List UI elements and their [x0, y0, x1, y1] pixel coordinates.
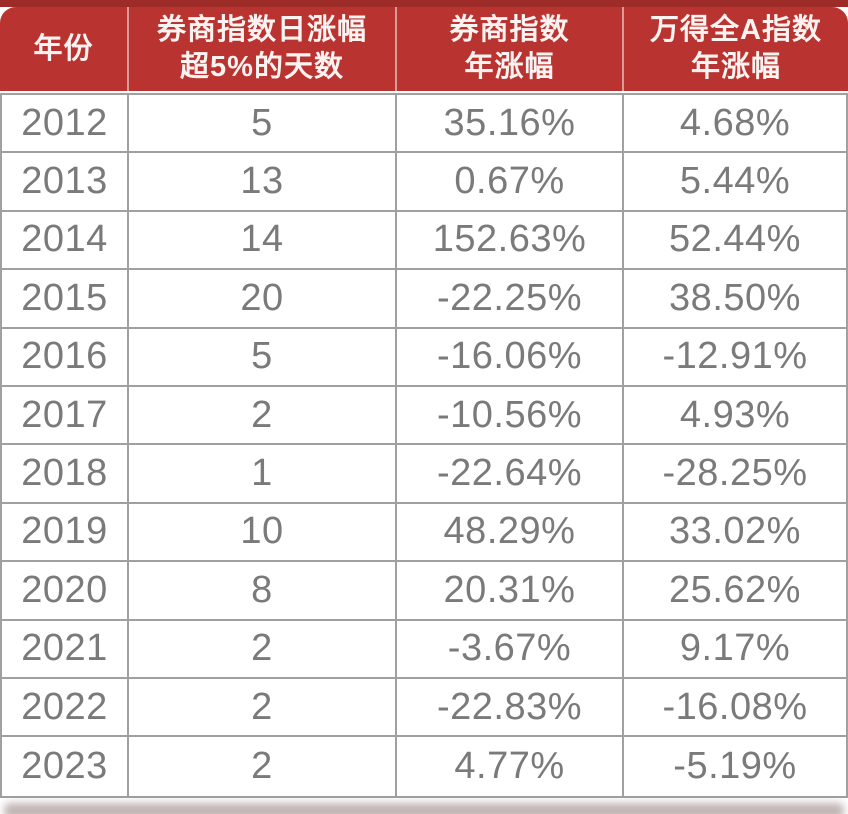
days-over-5pct-cell: 5	[129, 328, 397, 385]
header-cell-days-line2: 超5%的天数	[180, 51, 344, 83]
wind-annual-change-cell: 25.62%	[669, 568, 801, 611]
broker-annual-change-cell: -3.67%	[397, 620, 624, 677]
days-over-5pct-cell: 10	[129, 503, 397, 561]
broker-annual-change-cell: -10.56%	[397, 386, 624, 444]
broker-annual-change-cell: 20.31%	[397, 562, 624, 619]
table-row: 2017 2 -10.56% 4.93%	[2, 386, 846, 446]
table-body: 2012 5 35.16% 4.68% 2013 13 0.67% 5.44% 2014 14 15…	[0, 93, 848, 798]
header-cell-broker-line1: 券商指数	[449, 14, 570, 46]
header-cell-year-label: 年份	[33, 32, 94, 65]
days-over-5pct-cell: 2	[129, 620, 397, 677]
days-over-5pct-cell: 2	[129, 386, 397, 444]
days-over-5pct-cell: 20	[129, 270, 397, 327]
broker-annual-change-cell: -22.83%	[397, 678, 624, 736]
header-cell-broker-index-annual: 券商指数 年涨幅	[397, 7, 624, 91]
header-cell-broker-line2: 年涨幅	[464, 51, 555, 83]
days-over-5pct-cell: 2	[129, 737, 397, 796]
year-cell: 2012	[2, 95, 129, 152]
wind-annual-change-cell: -12.91%	[662, 335, 808, 378]
table-row: 2022 2 -22.83% -16.08%	[2, 678, 846, 738]
broker-annual-change-cell: -22.64%	[397, 445, 624, 502]
broker-annual-change-cell: 152.63%	[397, 211, 624, 269]
table-row: 2018 1 -22.64% -28.25%	[2, 445, 846, 504]
broker-annual-change-cell: -22.25%	[397, 270, 624, 327]
broker-annual-change-cell: 35.16%	[397, 95, 624, 152]
wind-annual-change-cell: 5.44%	[679, 160, 791, 203]
year-cell: 2015	[2, 270, 129, 327]
year-cell: 2022	[2, 678, 129, 736]
days-over-5pct-cell: 1	[129, 445, 397, 502]
data-table: 年份 券商指数日涨幅 超5%的天数 券商指数 年涨幅 万得全A指数 年涨幅 20…	[0, 7, 848, 798]
days-over-5pct-cell: 5	[129, 95, 397, 152]
header-cell-days-line1: 券商指数日涨幅	[156, 14, 367, 46]
header-cell-year: 年份	[0, 7, 129, 91]
header-cell-days-over-5pct: 券商指数日涨幅 超5%的天数	[129, 7, 397, 91]
wind-annual-change-cell: 4.93%	[679, 393, 791, 436]
table-header-row: 年份 券商指数日涨幅 超5%的天数 券商指数 年涨幅 万得全A指数 年涨幅	[0, 7, 848, 91]
days-over-5pct-cell: 14	[129, 211, 397, 269]
table-row: 2023 2 4.77% -5.19%	[2, 737, 846, 796]
broker-annual-change-cell: -16.06%	[397, 328, 624, 385]
header-cell-wind-line2: 年涨幅	[690, 51, 781, 83]
table-row: 2021 2 -3.67% 9.17%	[2, 620, 846, 679]
days-over-5pct-cell: 2	[129, 678, 397, 736]
wind-annual-change-cell: 38.50%	[669, 276, 801, 319]
top-banner-edge	[0, 0, 848, 7]
table-row: 2020 8 20.31% 25.62%	[2, 562, 846, 621]
broker-annual-change-cell: 0.67%	[397, 153, 624, 210]
wind-annual-change-cell: -5.19%	[673, 744, 797, 787]
wind-annual-change-cell: 33.02%	[669, 510, 801, 553]
wind-annual-change-cell: 9.17%	[679, 627, 791, 670]
year-cell: 2019	[2, 503, 129, 561]
year-cell: 2017	[2, 386, 129, 444]
wind-annual-change-cell: 4.68%	[679, 101, 791, 144]
wind-annual-change-cell: -28.25%	[662, 452, 808, 495]
broker-annual-change-cell: 4.77%	[397, 737, 624, 796]
year-cell: 2020	[2, 562, 129, 619]
table-row: 2019 10 48.29% 33.02%	[2, 503, 846, 563]
year-cell: 2013	[2, 153, 129, 210]
wind-annual-change-cell: -16.08%	[662, 685, 808, 728]
header-cell-wind-line1: 万得全A指数	[650, 14, 822, 46]
days-over-5pct-cell: 13	[129, 153, 397, 210]
table-row: 2014 14 152.63% 52.44%	[2, 211, 846, 271]
table-row: 2016 5 -16.06% -12.91%	[2, 328, 846, 387]
broker-annual-change-cell: 48.29%	[397, 503, 624, 561]
year-cell: 2021	[2, 620, 129, 677]
bottom-banner-edge	[4, 803, 844, 814]
header-cell-wind-all-a-annual: 万得全A指数 年涨幅	[624, 7, 848, 91]
year-cell: 2018	[2, 445, 129, 502]
year-cell: 2023	[2, 737, 129, 796]
table-row: 2013 13 0.67% 5.44%	[2, 153, 846, 212]
year-cell: 2016	[2, 328, 129, 385]
table-row: 2015 20 -22.25% 38.50%	[2, 270, 846, 329]
table-row: 2012 5 35.16% 4.68%	[2, 95, 846, 154]
wind-annual-change-cell: 52.44%	[669, 218, 801, 261]
year-cell: 2014	[2, 211, 129, 269]
days-over-5pct-cell: 8	[129, 562, 397, 619]
